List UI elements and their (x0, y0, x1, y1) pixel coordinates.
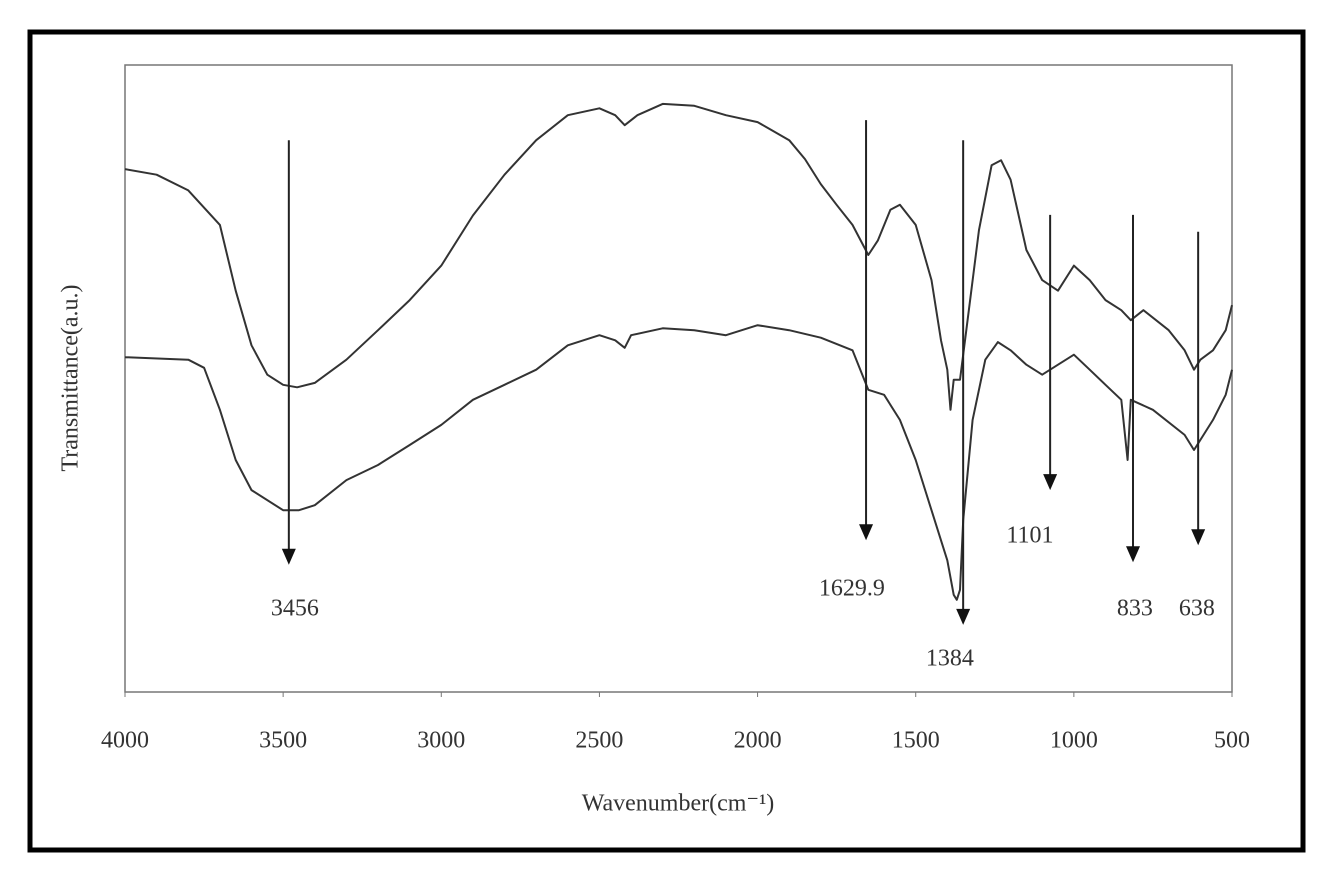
x-tick-label: 2500 (575, 728, 623, 754)
x-tick-label: 1500 (892, 728, 940, 754)
arrowhead (281, 548, 296, 565)
x-tick-label: 1000 (1050, 728, 1098, 754)
x-tick-label: 2000 (734, 728, 782, 754)
annotation-label: 1101 (1006, 523, 1053, 549)
annotation-label: 1384 (926, 646, 974, 672)
x-tick-label: 4000 (101, 728, 149, 754)
x-tick-label: 500 (1214, 728, 1250, 754)
spectrum-line (124, 324, 1233, 601)
x-tick-label: 3500 (259, 728, 307, 754)
arrowhead (956, 608, 971, 625)
x-tick-label: 3000 (417, 728, 465, 754)
arrowhead (1043, 474, 1058, 491)
plot-frame (124, 64, 1233, 693)
arrowhead (1126, 546, 1141, 563)
annotation-label: 833 (1117, 595, 1153, 621)
y-axis-title: Transmittance(a.u.) (58, 284, 84, 471)
annotation-label: 638 (1179, 595, 1215, 621)
spectrum-line (124, 102, 1233, 411)
arrowhead (859, 524, 874, 541)
x-axis-title: Wavenumber(cm⁻¹) (582, 791, 775, 817)
annotation-label: 3456 (271, 595, 319, 621)
annotation-label: 1629.9 (819, 575, 885, 601)
arrowhead (1191, 529, 1206, 546)
outer-border (27, 29, 1306, 853)
